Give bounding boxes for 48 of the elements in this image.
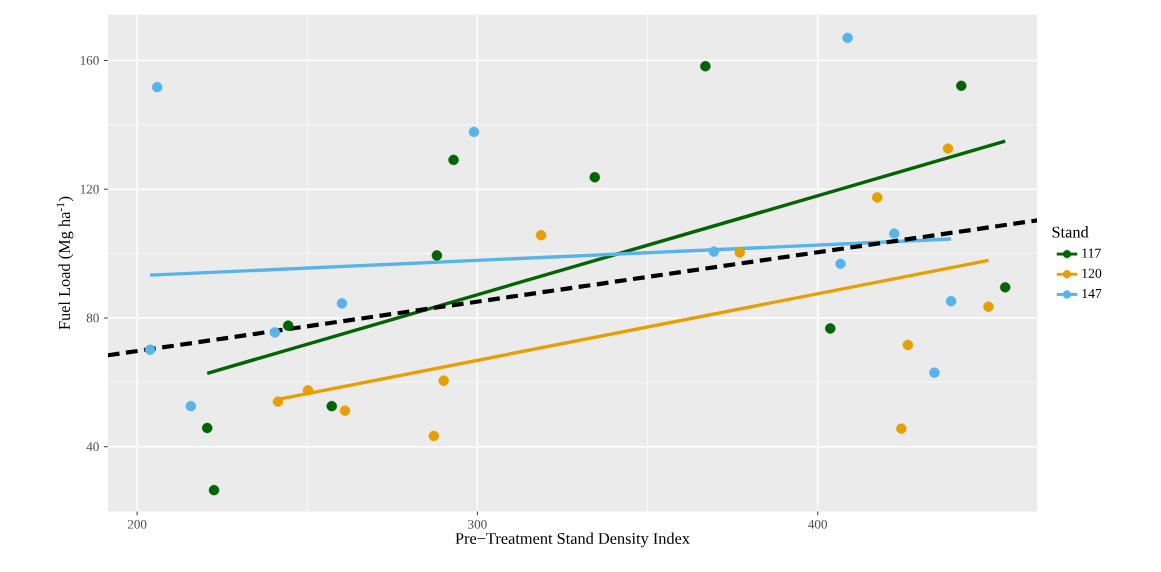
point (302, 385, 314, 396)
point (999, 282, 1011, 293)
y-tick-label: 40 (86, 442, 99, 452)
point (151, 82, 163, 93)
point (945, 296, 957, 307)
point (700, 61, 711, 72)
point (708, 246, 720, 258)
point (431, 250, 443, 261)
point (144, 344, 156, 356)
legend-label: 117 (1082, 248, 1101, 258)
x-tick-label: 400 (808, 520, 827, 529)
point (428, 431, 440, 442)
y-axis-title: Fuel Load (Mg ha$^{-1}$) (56, 196, 74, 330)
point (336, 298, 348, 309)
point (835, 258, 846, 270)
x-tick-label: 300 (468, 520, 487, 529)
y-tick-label: 80 (86, 313, 99, 323)
point (201, 423, 213, 434)
point (468, 126, 480, 138)
point (282, 320, 294, 332)
y-tick-label: 160 (80, 56, 99, 66)
point (272, 396, 284, 408)
point (896, 423, 907, 435)
point (185, 401, 197, 412)
legend-label: 120 (1082, 268, 1102, 279)
point (734, 247, 745, 259)
point (535, 230, 547, 241)
x-axis-title: Pre−Treatment Stand Density Index (455, 532, 690, 548)
point (339, 405, 351, 417)
legend-title: Stand (1052, 226, 1089, 238)
point (208, 485, 220, 496)
point (956, 80, 967, 92)
point (842, 32, 853, 44)
y-tick-label: 120 (80, 185, 99, 194)
point (589, 172, 601, 183)
point (872, 192, 883, 203)
legend-label: 147 (1082, 289, 1102, 299)
point (929, 367, 940, 379)
point (269, 327, 281, 338)
x-tick-label: 200 (127, 520, 147, 529)
point (825, 323, 836, 335)
point (942, 143, 954, 155)
point (438, 375, 449, 387)
point (902, 339, 914, 351)
point (889, 228, 900, 240)
point (448, 154, 459, 166)
point (326, 401, 337, 412)
point (983, 301, 994, 313)
